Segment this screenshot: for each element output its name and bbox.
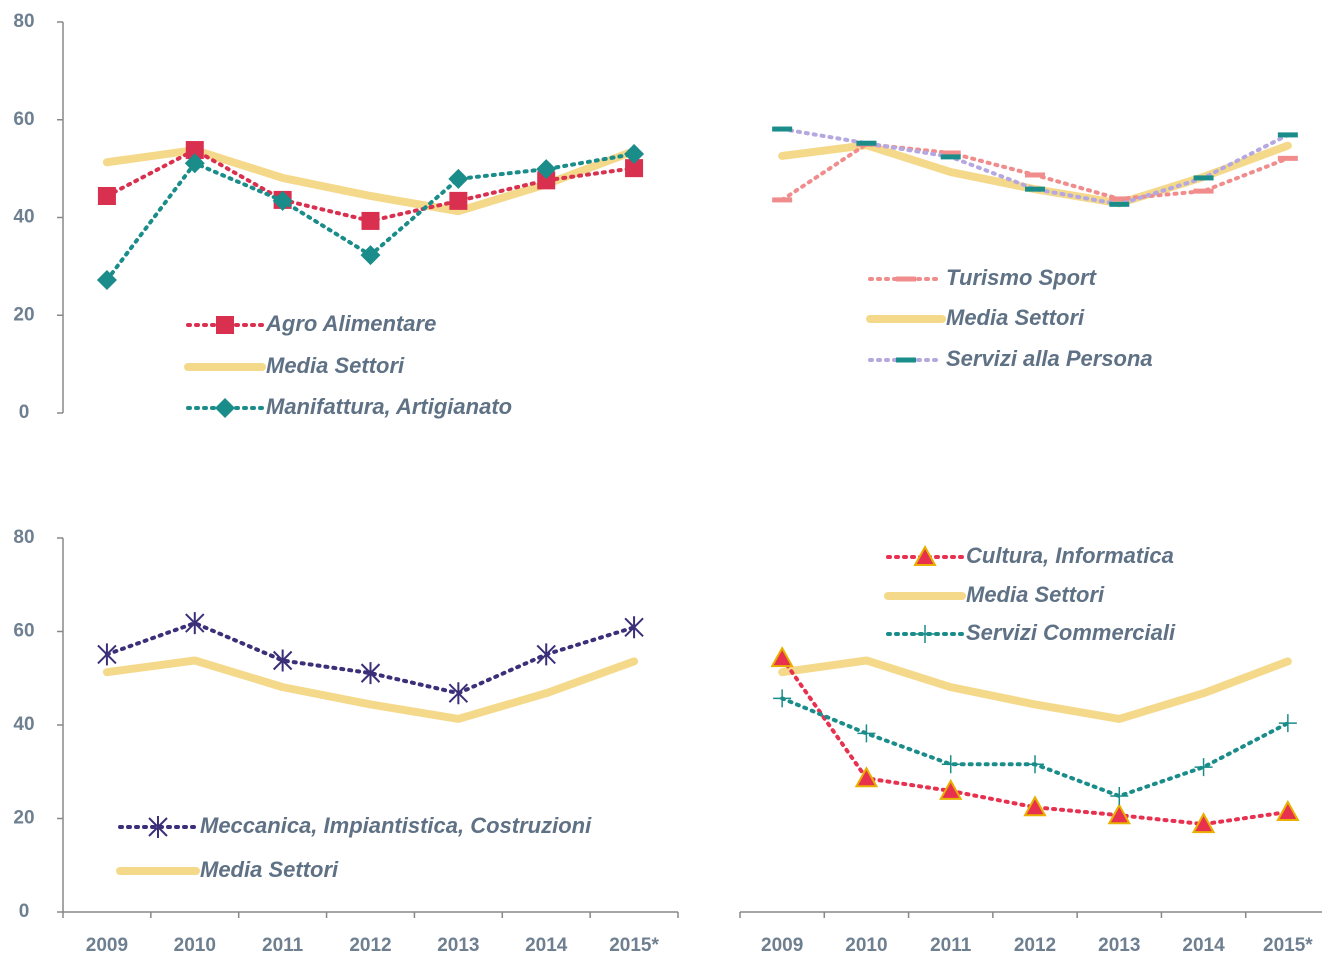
marker [1026,755,1044,774]
x-tick-label: 2012 [1014,935,1056,956]
marker [448,682,469,705]
y-tick-label: 60 [13,621,34,642]
marker [913,544,937,566]
marker [184,153,205,174]
marker [896,357,916,363]
marker [770,646,794,668]
x-tick-label: 2014 [1182,935,1225,956]
legend-label: Turismo Sport [946,265,1098,290]
x-tick-label: 2015* [609,935,659,956]
legend-label: Media Settori [200,857,339,882]
y-tick-label: 60 [13,109,34,130]
marker [1277,132,1298,138]
marker [854,766,879,788]
legend-label: Meccanica, Impiantistica, Costruzioni [200,813,592,838]
series-line [780,696,1290,799]
marker [1276,799,1300,821]
marker [361,211,380,230]
legend-label: Media Settori [966,582,1105,607]
y-tick-label: 40 [13,207,34,228]
marker [1107,803,1131,825]
y-tick-label: 80 [13,11,34,32]
series-line [778,656,1292,723]
marker [185,612,205,635]
marker [1109,196,1130,202]
marker [772,197,793,203]
x-tick-label: 2012 [349,935,391,956]
marker [856,140,877,146]
marker [940,154,961,160]
marker [215,398,235,418]
marker [624,616,644,639]
marker [448,168,469,189]
marker [1194,758,1213,777]
marker [148,816,168,838]
marker [272,190,293,211]
x-tick-label: 2015* [1263,935,1313,956]
marker [96,270,117,291]
legend-label: Agro Alimentare [265,311,436,336]
marker [941,755,960,774]
y-tick-label: 20 [13,304,34,325]
legend-label: Media Settori [946,305,1085,330]
marker [1191,812,1216,834]
legend-label: Media Settori [266,353,405,378]
x-tick-label: 2013 [437,935,479,956]
marker [1109,201,1130,207]
marker [449,191,468,210]
legend-label: Manifattura, Artigianato [266,394,512,419]
x-tick-label: 2010 [845,935,887,956]
y-tick-label: 0 [19,402,30,423]
marker [773,689,792,708]
marker [1193,188,1214,194]
marker [537,171,556,190]
marker [185,141,204,160]
marker [360,662,381,685]
marker [772,126,793,132]
marker [625,159,644,178]
x-tick-label: 2009 [761,935,803,956]
marker [1025,186,1045,192]
marker [896,276,916,282]
marker [1278,714,1297,733]
y-tick-label: 80 [13,527,34,548]
series-line [102,656,639,723]
marker [536,159,557,180]
marker [360,245,381,266]
x-tick-label: 2010 [174,935,216,956]
marker [939,778,963,800]
x-tick-label: 2013 [1098,935,1140,956]
y-tick-label: 0 [19,901,30,922]
legend-label: Cultura, Informatica [966,543,1174,568]
legend-label: Servizi alla Persona [946,346,1153,371]
marker [272,649,293,672]
x-tick-label: 2011 [930,935,972,956]
marker [940,150,961,156]
marker [1277,155,1298,161]
marker [624,143,645,164]
marker [1025,172,1045,178]
x-tick-label: 2011 [262,935,304,956]
legend-label: Servizi Commerciali [966,620,1176,645]
y-tick-label: 40 [13,714,34,735]
x-tick-label: 2014 [525,935,568,956]
marker [1023,795,1047,817]
marker [216,316,234,334]
marker [97,643,117,666]
marker [1193,175,1214,181]
marker [916,625,934,643]
marker [857,724,876,743]
marker [97,186,116,205]
marker [1110,787,1129,806]
x-tick-label: 2009 [86,935,128,956]
y-tick-label: 20 [13,808,34,829]
marker [536,643,556,666]
